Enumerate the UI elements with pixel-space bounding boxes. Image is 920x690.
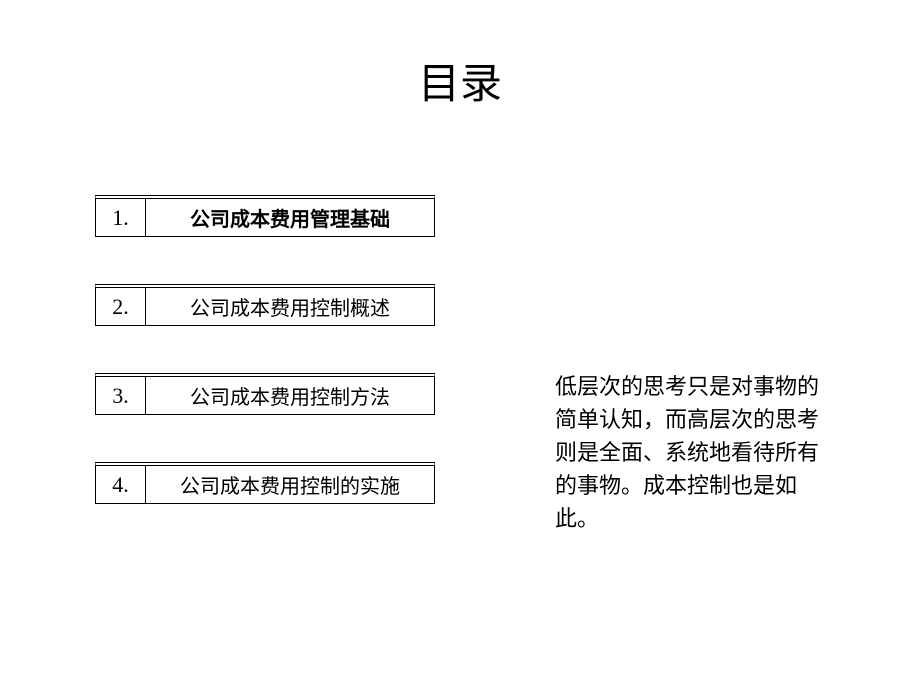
toc-item-1: 1. 公司成本费用管理基础 <box>95 195 435 237</box>
page-title: 目录 <box>0 0 920 111</box>
toc-number: 1. <box>96 199 146 236</box>
toc-item-2: 2. 公司成本费用控制概述 <box>95 284 435 326</box>
toc-text: 公司成本费用控制概述 <box>146 292 434 321</box>
toc-text: 公司成本费用管理基础 <box>146 203 434 232</box>
side-text: 低层次的思考只是对事物的简单认知，而高层次的思考则是全面、系统地看待所有的事物。… <box>555 370 835 535</box>
toc-number: 3. <box>96 377 146 414</box>
toc-container: 1. 公司成本费用管理基础 2. 公司成本费用控制概述 3. 公司成本费用控制方… <box>95 195 435 551</box>
toc-number: 2. <box>96 288 146 325</box>
toc-number: 4. <box>96 466 146 503</box>
toc-text: 公司成本费用控制方法 <box>146 381 434 410</box>
toc-item-4: 4. 公司成本费用控制的实施 <box>95 462 435 504</box>
toc-text: 公司成本费用控制的实施 <box>146 470 434 499</box>
toc-item-3: 3. 公司成本费用控制方法 <box>95 373 435 415</box>
